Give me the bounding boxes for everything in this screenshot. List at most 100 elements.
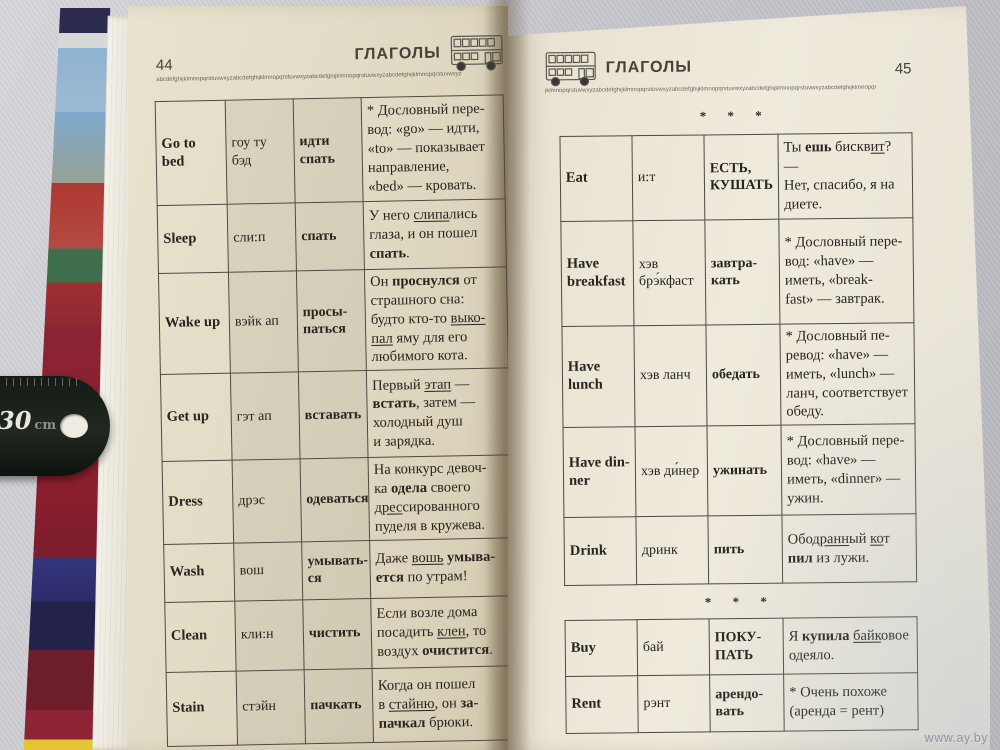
note-text: клен [436, 622, 466, 640]
verb-english-cell: Eat [559, 135, 633, 222]
note-text: слипа [413, 206, 450, 224]
verb-english-cell: Go to bed [155, 100, 228, 206]
verb-row: Sleep сли:п спать У него слипались глаза, и… [157, 198, 507, 274]
verb-row: Drink дринк пить Ободранный кот пил из лужи… [563, 513, 917, 586]
section-separator: * * * [704, 593, 776, 610]
note-text: дрес [374, 499, 403, 516]
note-text: ешь [805, 139, 832, 156]
verb-english-cell: Wash [163, 542, 235, 603]
note-text: . [488, 641, 493, 658]
verb-row: Clean кли:н чистить Если возле дома посадит… [164, 595, 515, 673]
verb-transcription-cell: гэт ап [230, 372, 301, 461]
note-text: очистится [422, 641, 490, 659]
ruler-ticks [0, 378, 80, 386]
note-text: вошь [411, 549, 444, 567]
verb-english-cell: Have din- ner [563, 426, 636, 518]
note-text: Первый [372, 376, 425, 394]
bus-icon [545, 51, 596, 87]
note-text: встать [372, 395, 417, 413]
ruler-hole [60, 414, 88, 438]
page-number-right: 45 [894, 60, 912, 78]
note-text: . [405, 245, 410, 262]
verb-note-cell: Даже вошь умыва- ется по утрам! [369, 537, 513, 599]
verb-table-left: Go to bed гоу ту бэд идти спать * Дословный… [155, 94, 516, 747]
note-text: * Дословный пере- вод: «have» — иметь, «… [784, 233, 903, 308]
verb-russian-cell: ПОКУ- ПАТЬ [709, 618, 784, 675]
verb-english-cell: Sleep [157, 204, 229, 274]
verb-transcription-cell: хэв брэ́кфаст [632, 219, 706, 326]
verb-russian-cell: спать [295, 201, 365, 271]
verb-russian-cell: пить [707, 515, 783, 585]
verb-transcription-cell: дринк [635, 516, 709, 585]
verb-row: Rent рэнт арендо- вать * Очень похоже (арен… [565, 672, 919, 734]
verb-english-cell: Have breakfast [560, 220, 634, 327]
verb-row: Have breakfast хэв брэ́кфаст завтра- кать *… [560, 217, 914, 327]
verb-row: Go to bed гоу ту бэд идти спать * Дословный… [155, 94, 506, 206]
verb-table-right-2: Buy бай ПОКУ- ПАТЬ Я купила байковое одеяло… [565, 616, 919, 734]
right-page: ГЛАГОЛЫ 45 jklmnopqrstuvwxyzabcdefghijkl… [508, 6, 990, 750]
verb-note-cell: * Дословный пе- ревод: «have» — иметь, «… [779, 322, 915, 426]
note-text: проснулся [391, 272, 460, 290]
left-page: 44 ГЛАГОЛЫ abcd [128, 6, 516, 750]
verb-transcription-cell: рэнт [637, 674, 711, 733]
note-text: бискв [831, 139, 871, 156]
ruler-number: 30 [0, 406, 32, 435]
verb-transcription-cell: вэйк ап [228, 270, 299, 374]
verb-english-cell: Dress [162, 460, 234, 545]
note-text: спать [369, 245, 407, 262]
note-text: , он [434, 694, 461, 712]
verb-note-cell: Он проснулся от страшного сна: будто кто… [364, 266, 509, 371]
verb-note-cell: * Дословный пере- вод: «have» — иметь, «… [780, 423, 916, 516]
note-text: Ты [783, 139, 806, 156]
left-page-header: ГЛАГОЛЫ [354, 32, 506, 75]
verb-transcription-cell: стэйн [236, 669, 306, 745]
verb-russian-cell: чистить [302, 598, 373, 670]
ruler-label: 30 cm [0, 406, 56, 435]
verb-russian-cell: ужинать [707, 425, 782, 517]
note-text: * Дословный пе- ревод: «have» — иметь, «… [785, 327, 908, 420]
verb-english-cell: Get up [160, 373, 233, 462]
verb-row: Buy бай ПОКУ- ПАТЬ Я купила байковое одеяло… [565, 616, 918, 677]
verb-english-cell: Rent [565, 675, 639, 734]
verb-russian-cell: вставать [298, 370, 369, 460]
note-text: Обо [787, 531, 813, 548]
ruler: 30 cm [0, 376, 110, 476]
verb-russian-cell: ЕСТЬ, КУШАТЬ [703, 134, 779, 220]
verb-row: Have lunch хэв ланч обедать * Дословный пе-… [561, 322, 915, 428]
verb-russian-cell: просы- паться [296, 269, 367, 373]
page-number-left: 44 [155, 56, 173, 75]
verb-row: Have din- ner хэв ди́нер ужинать * Дословны… [563, 423, 916, 518]
right-page-content: ГЛАГОЛЫ 45 jklmnopqrstuvwxyzabcdefghijkl… [508, 6, 994, 750]
verb-english-cell: Wake up [158, 272, 231, 375]
verb-row: Stain стэйн пачкать Когда он пошел в стайню… [166, 665, 516, 747]
verb-row: Wash вош умывать- ся Даже вошь умыва- ется … [163, 537, 513, 603]
verb-english-cell: Have lunch [561, 325, 636, 428]
verb-russian-cell: идти спать [293, 97, 364, 203]
section-separator: * * * [699, 107, 771, 124]
verb-transcription-cell: хэв ди́нер [635, 426, 708, 517]
verb-note-cell: Если возле дома посадить клен, то воздух… [370, 595, 515, 669]
note-text: одела [390, 479, 428, 497]
note-text: * Дословный пере- вод: «have» — иметь, «… [786, 432, 905, 507]
verb-note-cell: Ободранный кот пил из лужи. [781, 513, 917, 584]
note-text: Я [788, 628, 803, 645]
verb-transcription-cell: сли:п [227, 202, 297, 273]
note-text: — [450, 375, 470, 392]
note-text: ит [870, 138, 885, 156]
verb-row: Eat и:т ЕСТЬ, КУШАТЬ Ты ешь бисквит? — Нет,… [559, 132, 913, 222]
note-text: т [883, 530, 890, 547]
note-text: Даже [375, 550, 412, 568]
verb-row: Dress дрэс одеваться На конкурс девоч- ка о… [162, 455, 512, 545]
note-text: байк [853, 627, 882, 644]
note-text: брюки. [425, 713, 474, 731]
verb-note-cell: У него слипались глаза, и он пошел спать… [363, 198, 507, 270]
verb-transcription-cell: кли:н [234, 599, 305, 671]
note-text: ый [848, 530, 871, 547]
verb-note-cell: * Очень похоже (аренда = рент) [783, 672, 919, 732]
watermark: www.ay.by [924, 731, 988, 745]
verb-russian-cell: умывать- ся [301, 540, 371, 600]
verb-transcription-cell: хэв ланч [633, 324, 708, 427]
verb-russian-cell: пачкать [304, 668, 374, 744]
note-text: Он [370, 273, 393, 290]
